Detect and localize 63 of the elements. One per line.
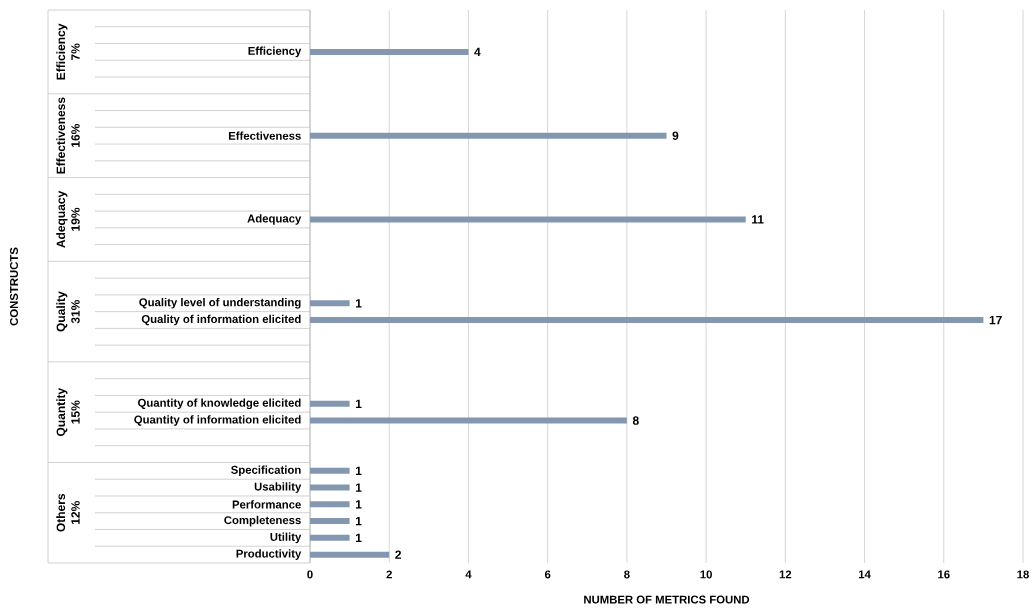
x-tick-label: 16 — [938, 570, 950, 579]
x-axis-title: NUMBER OF METRICS FOUND — [584, 595, 750, 604]
text: 12% — [71, 501, 80, 524]
text: 16% — [71, 123, 80, 147]
text: 31% — [71, 299, 80, 324]
bar — [310, 467, 350, 474]
data-label: 1 — [355, 299, 362, 308]
text: Adequacy — [56, 190, 68, 248]
data-label: 11 — [752, 215, 764, 224]
bar — [310, 551, 390, 558]
y-tick-label: Quality level of understanding — [139, 297, 301, 309]
data-label: 2 — [395, 550, 402, 559]
data-label: 4 — [474, 47, 481, 57]
bar — [310, 216, 746, 223]
bar — [310, 417, 627, 424]
text: 7% — [71, 43, 80, 61]
x-tick-label: 12 — [779, 570, 792, 579]
data-label: 17 — [989, 315, 1002, 325]
data-label: 1 — [355, 466, 362, 475]
y-tick-label: Quantity of knowledge elicited — [138, 398, 301, 410]
y-tick-label: Efficiency — [248, 46, 302, 58]
bar — [310, 48, 469, 55]
text: 15% — [71, 400, 80, 424]
x-tick-label: 8 — [624, 570, 630, 579]
x-tick-label: 0 — [307, 570, 313, 579]
data-label: 1 — [355, 533, 362, 542]
y-tick-label: Effectiveness — [228, 131, 301, 140]
text: 19% — [71, 207, 80, 231]
text: Effectiveness — [56, 97, 66, 174]
x-tick-label: 2 — [386, 570, 392, 579]
text: Quality — [56, 291, 68, 332]
x-tick-label: 6 — [544, 570, 551, 579]
bar — [310, 400, 350, 407]
data-label: 1 — [355, 516, 362, 526]
bar — [310, 300, 350, 307]
data-label: 8 — [632, 416, 639, 425]
data-label: 9 — [672, 131, 679, 140]
x-tick-label: 4 — [465, 570, 472, 579]
bar — [310, 317, 984, 324]
bar — [310, 501, 350, 508]
bar — [310, 518, 350, 525]
data-label: 1 — [355, 500, 362, 509]
y-tick-label: Quantity of information elicited — [134, 415, 301, 426]
text: Quantity — [56, 387, 68, 437]
data-label: 1 — [355, 399, 362, 408]
data-label: 1 — [355, 483, 362, 492]
bar — [310, 132, 667, 139]
y-tick-label: Productivity — [236, 549, 302, 560]
y-tick-label: Usability — [254, 482, 302, 493]
y-tick-label: Adequacy — [247, 214, 302, 225]
y-tick-label: Quality of information elicited — [141, 314, 301, 326]
x-tick-label: 10 — [700, 570, 712, 579]
text: Efficiency — [56, 23, 68, 80]
x-tick-label: 18 — [1017, 570, 1029, 579]
bar — [310, 484, 350, 491]
bar — [310, 534, 350, 541]
y-tick-label: Completeness — [224, 515, 301, 527]
text: Others — [56, 493, 66, 532]
text: CONSTRUCTS — [10, 247, 19, 326]
y-tick-label: Utility — [270, 532, 302, 544]
y-tick-label: Specification — [231, 465, 301, 477]
y-tick-label: Performance — [232, 500, 301, 509]
x-tick-label: 14 — [858, 570, 871, 579]
